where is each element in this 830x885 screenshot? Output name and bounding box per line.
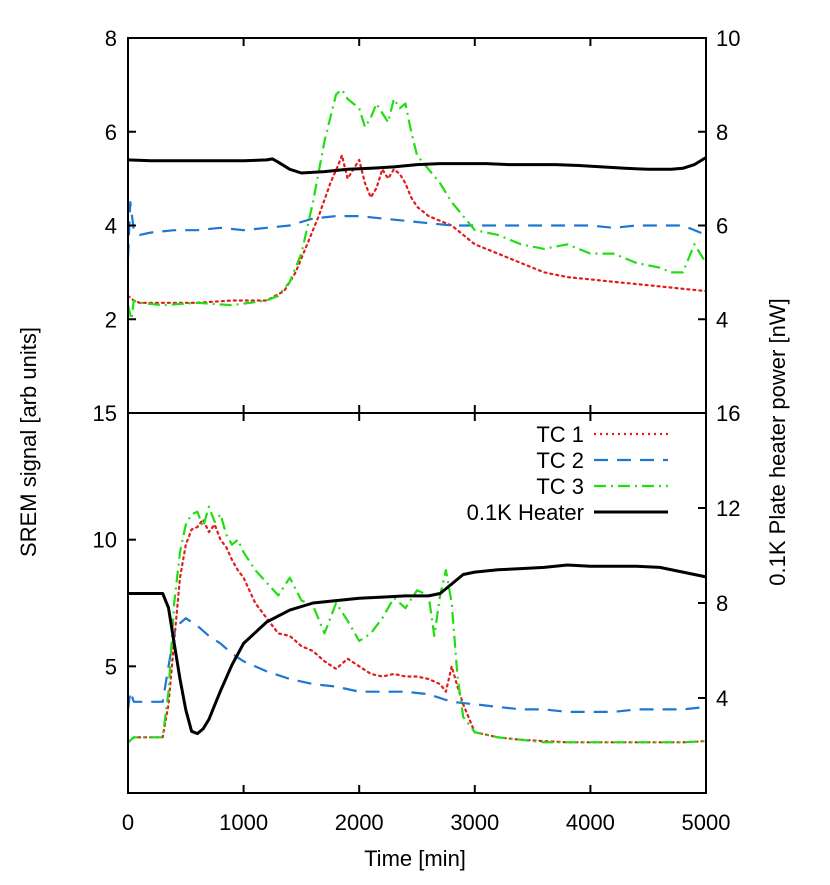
legend-label: TC 1 bbox=[536, 422, 584, 447]
legend-label: TC 2 bbox=[536, 448, 584, 473]
bottom-plot-frame bbox=[127, 412, 707, 794]
bottom-y-right-tick-label: 12 bbox=[716, 496, 740, 521]
top-y-right-tick-label: 6 bbox=[716, 214, 728, 239]
top-series-tc-1 bbox=[126, 154, 708, 304]
bottom-series-tc-2 bbox=[126, 617, 707, 714]
y-right-axis-title: 0.1K Plate heater power [nW] bbox=[765, 298, 790, 585]
bottom-y-right-tick-label: 8 bbox=[716, 591, 728, 616]
top-plot-frame bbox=[127, 37, 707, 414]
legend: TC 1TC 2TC 30.1K Heater bbox=[467, 422, 668, 525]
legend-label: TC 3 bbox=[536, 474, 584, 499]
x-tick-label: 3000 bbox=[450, 810, 499, 835]
ticks-layer: 2 4 6 8 4 6 8 10 0 1000 2000 3000 4000 5000 5 10 15 4 8 12 1… bbox=[93, 26, 741, 835]
bottom-y-right-tick-label: 16 bbox=[716, 401, 740, 426]
top-y-left-tick-label: 2 bbox=[105, 307, 117, 332]
bottom-y-right-tick-label: 4 bbox=[716, 686, 728, 711]
top-y-left-tick-label: 6 bbox=[105, 120, 117, 145]
top-series-tc-3 bbox=[126, 88, 707, 321]
legend-label: 0.1K Heater bbox=[467, 500, 584, 525]
x-tick-label: 0 bbox=[122, 810, 134, 835]
top-y-left-tick-label: 8 bbox=[105, 26, 117, 51]
top-y-right-tick-label: 10 bbox=[716, 26, 740, 51]
bottom-y-left-tick-label: 15 bbox=[93, 401, 117, 426]
x-axis-title: Time [min] bbox=[364, 846, 466, 871]
top-series-0-1k-heater bbox=[127, 156, 707, 175]
top-series-tc-2 bbox=[126, 201, 707, 259]
x-tick-label: 4000 bbox=[566, 810, 615, 835]
x-tick-label: 2000 bbox=[335, 810, 384, 835]
series-layer bbox=[126, 88, 708, 744]
y-left-axis-title: SREM signal [arb units] bbox=[16, 327, 41, 557]
bottom-series-tc-3 bbox=[127, 505, 707, 744]
x-tick-label: 5000 bbox=[682, 810, 731, 835]
top-y-right-tick-label: 4 bbox=[716, 307, 728, 332]
top-y-left-tick-label: 4 bbox=[105, 214, 117, 239]
bottom-series-0-1k-heater bbox=[128, 563, 707, 736]
top-y-right-tick-label: 8 bbox=[716, 120, 728, 145]
bottom-y-left-tick-label: 10 bbox=[93, 528, 117, 553]
x-tick-label: 1000 bbox=[219, 810, 268, 835]
bottom-y-left-tick-label: 5 bbox=[105, 654, 117, 679]
